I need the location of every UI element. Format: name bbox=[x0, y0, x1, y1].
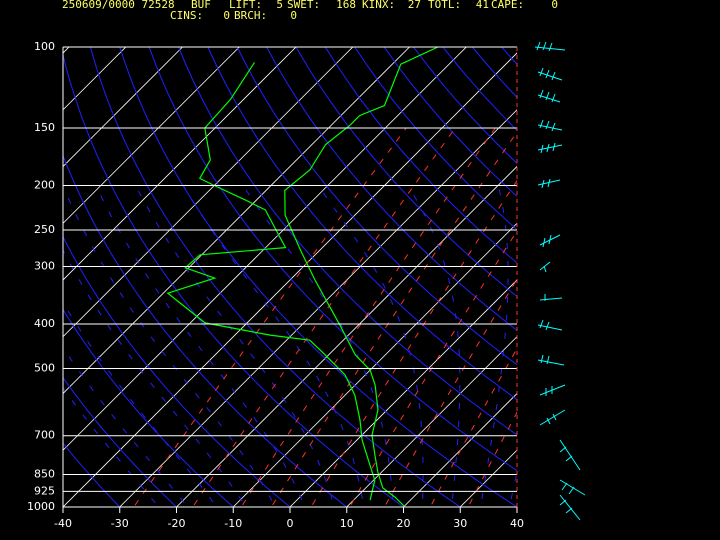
isotherm bbox=[63, 47, 467, 451]
x-tick-label: 20 bbox=[397, 517, 411, 530]
x-tick-label: -30 bbox=[111, 517, 129, 530]
isotherm bbox=[63, 47, 297, 281]
mixing-ratio bbox=[429, 347, 517, 507]
profile-line bbox=[166, 62, 376, 501]
x-tick-label: 0 bbox=[287, 517, 294, 530]
wind-barb bbox=[559, 439, 581, 471]
moist-adiabat bbox=[63, 387, 160, 507]
wind-barb bbox=[539, 234, 561, 248]
isotherm bbox=[346, 336, 517, 507]
index-label: CAPE: bbox=[491, 0, 524, 11]
index-value: 0 bbox=[551, 0, 558, 11]
wind-barb bbox=[537, 319, 563, 331]
index-value: 0 bbox=[290, 9, 297, 22]
isotherm bbox=[63, 52, 517, 507]
wind-barb bbox=[539, 294, 563, 301]
isotherm bbox=[63, 47, 354, 338]
y-tick-label: 100 bbox=[34, 40, 55, 53]
isotherm bbox=[175, 165, 517, 507]
isotherm bbox=[63, 47, 127, 111]
wind-barb bbox=[559, 494, 581, 521]
dry-adiabat bbox=[63, 442, 121, 507]
y-tick-label: 850 bbox=[34, 468, 55, 481]
wind-barb bbox=[559, 479, 586, 496]
wind-barb bbox=[537, 354, 565, 366]
index-value: 168 bbox=[336, 0, 356, 11]
index-value: 5 bbox=[276, 0, 283, 11]
index-label: SWET: bbox=[287, 0, 320, 11]
moist-adiabat bbox=[182, 185, 365, 507]
wind-barb bbox=[534, 41, 566, 52]
index-label: BRCH: bbox=[234, 9, 267, 22]
moist-adiabat bbox=[63, 346, 189, 507]
x-tick-label: 30 bbox=[453, 517, 467, 530]
wind-barb bbox=[539, 384, 566, 396]
index-value: 0 bbox=[223, 9, 230, 22]
x-tick-label: -10 bbox=[224, 517, 242, 530]
profiles bbox=[166, 47, 439, 507]
station: 250609/0000 72528 bbox=[62, 0, 175, 11]
profile-line bbox=[284, 47, 439, 507]
y-tick-label: 150 bbox=[34, 121, 55, 134]
wind-barb bbox=[537, 67, 563, 81]
wind-barbs bbox=[534, 41, 586, 521]
isotherm bbox=[63, 47, 411, 395]
isotherm bbox=[63, 47, 240, 224]
y-tick-label: 925 bbox=[34, 484, 55, 497]
dry-adiabat bbox=[63, 376, 178, 507]
index-label: TOTL: bbox=[428, 0, 461, 11]
site: BUF bbox=[191, 0, 211, 11]
moist-adiabat bbox=[134, 185, 335, 507]
x-tick-label: 10 bbox=[340, 517, 354, 530]
wind-barb bbox=[537, 142, 563, 154]
dry-adiabat bbox=[63, 308, 235, 507]
y-tick-label: 500 bbox=[34, 362, 55, 375]
y-tick-label: 700 bbox=[34, 429, 55, 442]
mixing-ratio bbox=[383, 278, 517, 507]
isotherm bbox=[119, 109, 517, 507]
y-tick-label: 200 bbox=[34, 178, 55, 191]
isotherm bbox=[232, 222, 517, 507]
index-label: LIFT: bbox=[229, 0, 262, 11]
isotherm bbox=[402, 392, 517, 507]
wind-barb bbox=[537, 178, 561, 189]
x-tick-label: 40 bbox=[510, 517, 524, 530]
x-tick-label: -40 bbox=[54, 517, 72, 530]
y-tick-label: 1000 bbox=[27, 500, 55, 513]
mixing-ratio bbox=[349, 229, 517, 507]
x-tick-label: -20 bbox=[168, 517, 186, 530]
y-tick-label: 300 bbox=[34, 259, 55, 272]
moist-adiabat bbox=[63, 249, 247, 507]
wind-barb bbox=[537, 89, 561, 103]
wind-barb bbox=[537, 119, 563, 132]
index-value: 41 bbox=[476, 0, 489, 11]
index-label: KINX: bbox=[362, 0, 395, 11]
wind-barb bbox=[539, 409, 566, 426]
index-label: CINS: bbox=[170, 9, 203, 22]
index-value: 27 bbox=[408, 0, 421, 11]
moist-adiabat bbox=[95, 185, 306, 507]
y-tick-label: 400 bbox=[34, 317, 55, 330]
y-tick-label: 250 bbox=[34, 223, 55, 236]
header: 250609/0000 72528 BUF LIFT: 5 SWET: 168 … bbox=[62, 0, 558, 22]
wind-barb bbox=[539, 261, 551, 273]
isotherm bbox=[63, 47, 184, 168]
